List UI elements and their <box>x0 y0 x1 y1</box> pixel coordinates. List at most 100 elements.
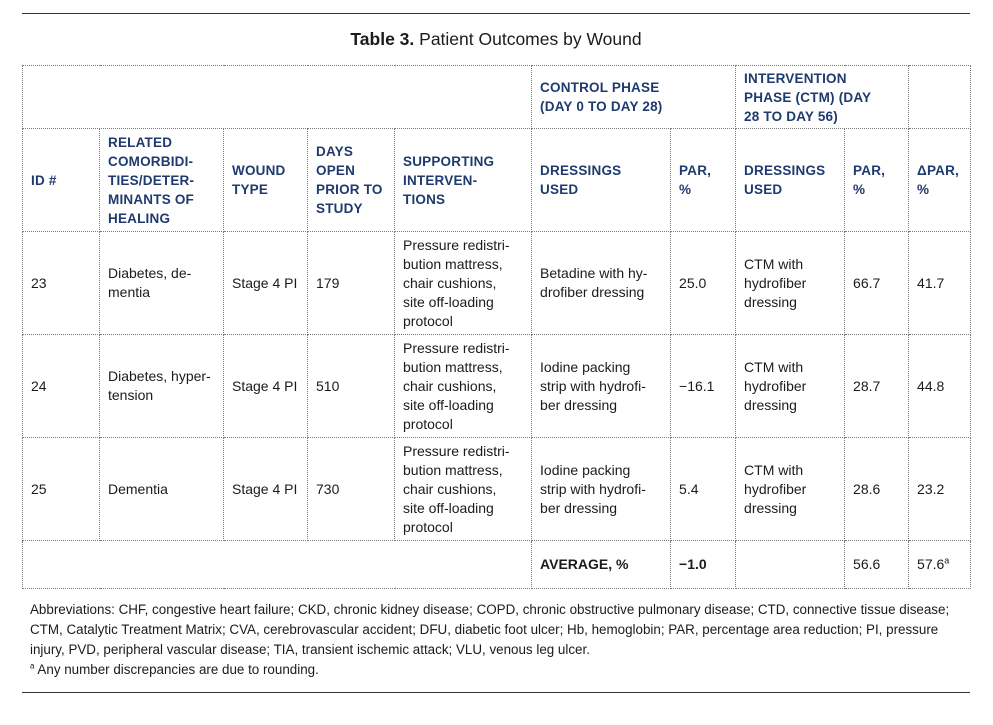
average-control-par: −1.0 <box>670 540 737 589</box>
footnote-text: Any number discrepancies are due to roun… <box>34 662 319 677</box>
group-header-row: CONTROL PHASE (DAY 0 TO DAY 28) INTERVENT… <box>21 65 972 129</box>
cell-line: 28 TO DAY 56) <box>744 108 838 124</box>
cell-line: Betadine with hy- <box>540 265 648 281</box>
cell-line: INTERVENTION <box>744 70 847 86</box>
cell-line: drofiber dressing <box>540 284 645 300</box>
footnote-marker: a <box>944 555 950 566</box>
average-delta-par-cell: 57.6a <box>908 540 972 589</box>
cell-control-par: 5.4 <box>670 437 737 541</box>
abbreviations-note: Abbreviations: CHF, congestive heart fai… <box>30 602 950 657</box>
table-number: Table 3. <box>350 29 415 49</box>
cell-intervention-par: 28.6 <box>844 437 910 541</box>
cell-id: 25 <box>22 437 100 541</box>
average-intervention-par: 56.6 <box>844 540 910 589</box>
cell-line: site off-loading <box>403 396 494 413</box>
cell-line: Pressure redistri- <box>403 442 510 459</box>
cell-comorbidities: Diabetes, de-mentia <box>99 231 224 335</box>
cell-line: STUDY <box>316 201 363 216</box>
table-notes: Abbreviations: CHF, congestive heart fai… <box>30 600 960 680</box>
cell-line: dressing <box>744 499 797 516</box>
cell-line: PAR, <box>679 163 712 178</box>
table-row: 24 Diabetes, hyper-tension Stage 4 PI 51… <box>22 334 972 438</box>
cell-control-par: 25.0 <box>670 231 737 335</box>
cell-line: % <box>679 182 692 197</box>
cell-line: TYPE <box>232 182 269 197</box>
cell-comorbidities: Dementia <box>99 437 224 541</box>
cell-line: chair cushions, <box>403 480 497 497</box>
cell-line: HEALING <box>108 210 171 226</box>
cell-line: OPEN <box>316 163 356 178</box>
cell-line: dressing <box>744 293 797 310</box>
cell-line: DRESSINGS <box>744 163 826 178</box>
cell-line: Pressure redistri- <box>403 339 510 356</box>
cell-line: strip with hydrofi- <box>540 480 646 497</box>
top-rule <box>22 13 970 14</box>
patient-outcomes-table: CONTROL PHASE (DAY 0 TO DAY 28) INTERVENT… <box>21 65 972 589</box>
column-header-row: ID # RELATED COMORBIDI- TIES/DETER- MINANTS… <box>22 128 972 232</box>
cell-line: site off-loading <box>403 499 494 516</box>
cell-line: bution mattress, <box>403 358 503 375</box>
cell-line: bution mattress, <box>403 461 503 478</box>
cell-line: tension <box>108 387 154 403</box>
cell-line: DAYS <box>316 144 354 159</box>
cell-line: SUPPORTING <box>403 153 495 169</box>
cell-line: ber dressing <box>540 499 618 516</box>
average-label: AVERAGE, % <box>531 540 672 589</box>
table-title: Table 3. Patient Outcomes by Wound <box>22 29 970 50</box>
average-delta-par: 57.6 <box>917 556 945 572</box>
cell-wound-type: Stage 4 PI <box>223 231 308 335</box>
cell-line: chair cushions, <box>403 377 497 394</box>
intervention-phase-header: INTERVENTION PHASE (CTM) (DAY 28 TO DAY 56… <box>735 65 910 129</box>
cell-line: % <box>853 182 866 197</box>
footnote-mark: a <box>30 661 35 671</box>
group-header-blank <box>21 65 533 129</box>
col-header-control-par: PAR,% <box>670 128 737 232</box>
cell-line: CTM with <box>744 461 804 478</box>
cell-line: Iodine packing <box>540 461 631 478</box>
cell-intervention-dressings: CTM with hydrofiber dressing <box>735 437 846 541</box>
cell-supporting-interventions: Pressure redistri-bution mattress, chair … <box>393 334 533 438</box>
cell-control-par: −16.1 <box>670 334 737 438</box>
cell-control-dressings: Iodine packing strip with hydrofi-ber dre… <box>531 437 672 541</box>
cell-intervention-dressings: CTM with hydrofiber dressing <box>735 334 846 438</box>
cell-supporting-interventions: Pressure redistri-bution mattress, chair … <box>393 231 533 335</box>
cell-supporting-interventions: Pressure redistri-bution mattress, chair … <box>393 437 533 541</box>
table-row: 23 Diabetes, de-mentia Stage 4 PI 179 Pr… <box>22 231 972 335</box>
cell-line: % <box>917 182 930 197</box>
cell-line: ID # <box>31 172 57 188</box>
cell-line: PRIOR TO <box>316 182 383 197</box>
col-header-comorbidities: RELATED COMORBIDI- TIES/DETER- MINANTS OF HE… <box>99 128 224 232</box>
col-header-days-open: DAYS OPEN PRIOR TO STUDY <box>307 128 395 232</box>
cell-line: ber dressing <box>540 396 618 413</box>
cell-line: Diabetes, hyper- <box>108 368 211 384</box>
cell-line: (DAY 0 TO DAY 28) <box>540 99 663 114</box>
cell-control-dressings: Iodine packing strip with hydrofi-ber dre… <box>531 334 672 438</box>
cell-line: RELATED <box>108 134 173 150</box>
cell-line: protocol <box>403 518 453 535</box>
cell-line: site off-loading <box>403 293 494 310</box>
cell-line: hydrofiber <box>744 377 807 394</box>
cell-line: protocol <box>403 312 453 329</box>
cell-line: USED <box>744 182 783 197</box>
cell-line: PHASE (CTM) (DAY <box>744 89 872 105</box>
cell-line: bution mattress, <box>403 255 503 272</box>
cell-line: chair cushions, <box>403 274 497 291</box>
cell-line: TIES/DETER- <box>108 172 195 188</box>
bottom-rule <box>22 692 970 693</box>
cell-id: 23 <box>22 231 100 335</box>
cell-line: INTERVEN- <box>403 172 478 188</box>
cell-line: protocol <box>403 415 453 432</box>
cell-id: 24 <box>22 334 100 438</box>
cell-days-open: 179 <box>307 231 395 335</box>
cell-line: hydrofiber <box>744 480 807 497</box>
cell-line: mentia <box>108 284 151 300</box>
cell-days-open: 510 <box>307 334 395 438</box>
col-header-intervention-dressings: DRESSINGS USED <box>735 128 846 232</box>
average-row: AVERAGE, % −1.0 56.6 57.6a <box>21 540 972 589</box>
cell-line: Pressure redistri- <box>403 236 510 253</box>
col-header-wound-type: WOUND TYPE <box>223 128 308 232</box>
cell-line: DRESSINGS <box>540 163 622 178</box>
average-intervention-dressings-blank <box>735 540 846 589</box>
cell-line: COMORBIDI- <box>108 153 194 169</box>
col-header-intervention-par: PAR,% <box>844 128 910 232</box>
